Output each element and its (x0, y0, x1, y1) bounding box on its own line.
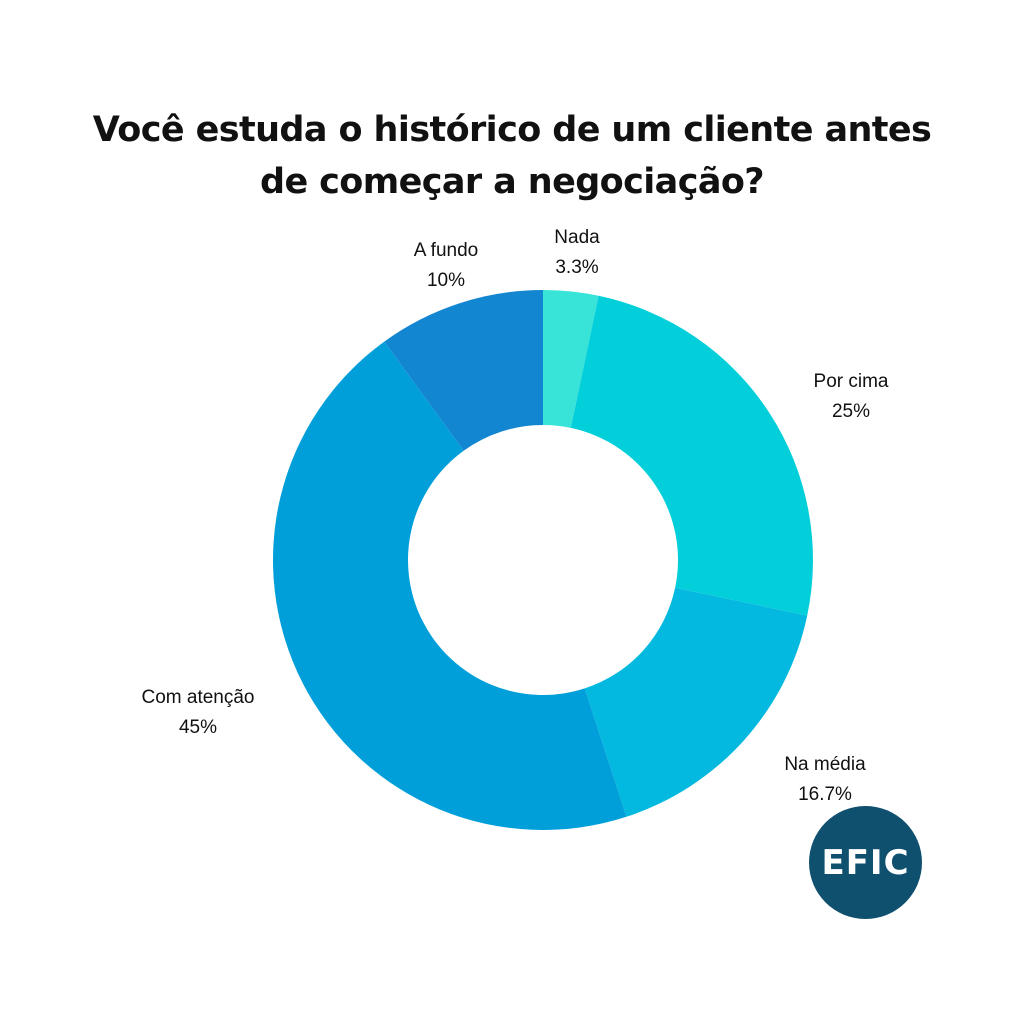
chart-title: Você estuda o histórico de um cliente an… (62, 104, 962, 208)
slice-a-fundo (384, 290, 543, 451)
efic-logo: EFIC (809, 806, 922, 919)
efic-logo-text: EFIC (821, 842, 910, 883)
slice-label-por-cima: Por cima (814, 371, 889, 392)
chart-title-line-2: de começar a negociação? (259, 162, 765, 202)
slice-label-nada: Nada (554, 227, 600, 248)
slice-com-atencao (273, 341, 627, 830)
slice-value-nada: 3.3% (555, 257, 598, 278)
slice-value-com-atencao: 45% (179, 717, 217, 738)
slice-label-com-atencao: Com atenção (141, 687, 254, 708)
slice-label-na-media: Na média (784, 754, 866, 775)
slice-label-a-fundo: A fundo (414, 240, 478, 261)
slice-value-a-fundo: 10% (427, 270, 465, 291)
chart-title-line-1: Você estuda o histórico de um cliente an… (92, 110, 932, 150)
slice-nada (543, 290, 599, 428)
slice-value-na-media: 16.7% (798, 784, 852, 805)
slice-value-por-cima: 25% (832, 401, 870, 422)
slice-na-media (584, 587, 808, 817)
slice-por-cima (570, 295, 813, 616)
